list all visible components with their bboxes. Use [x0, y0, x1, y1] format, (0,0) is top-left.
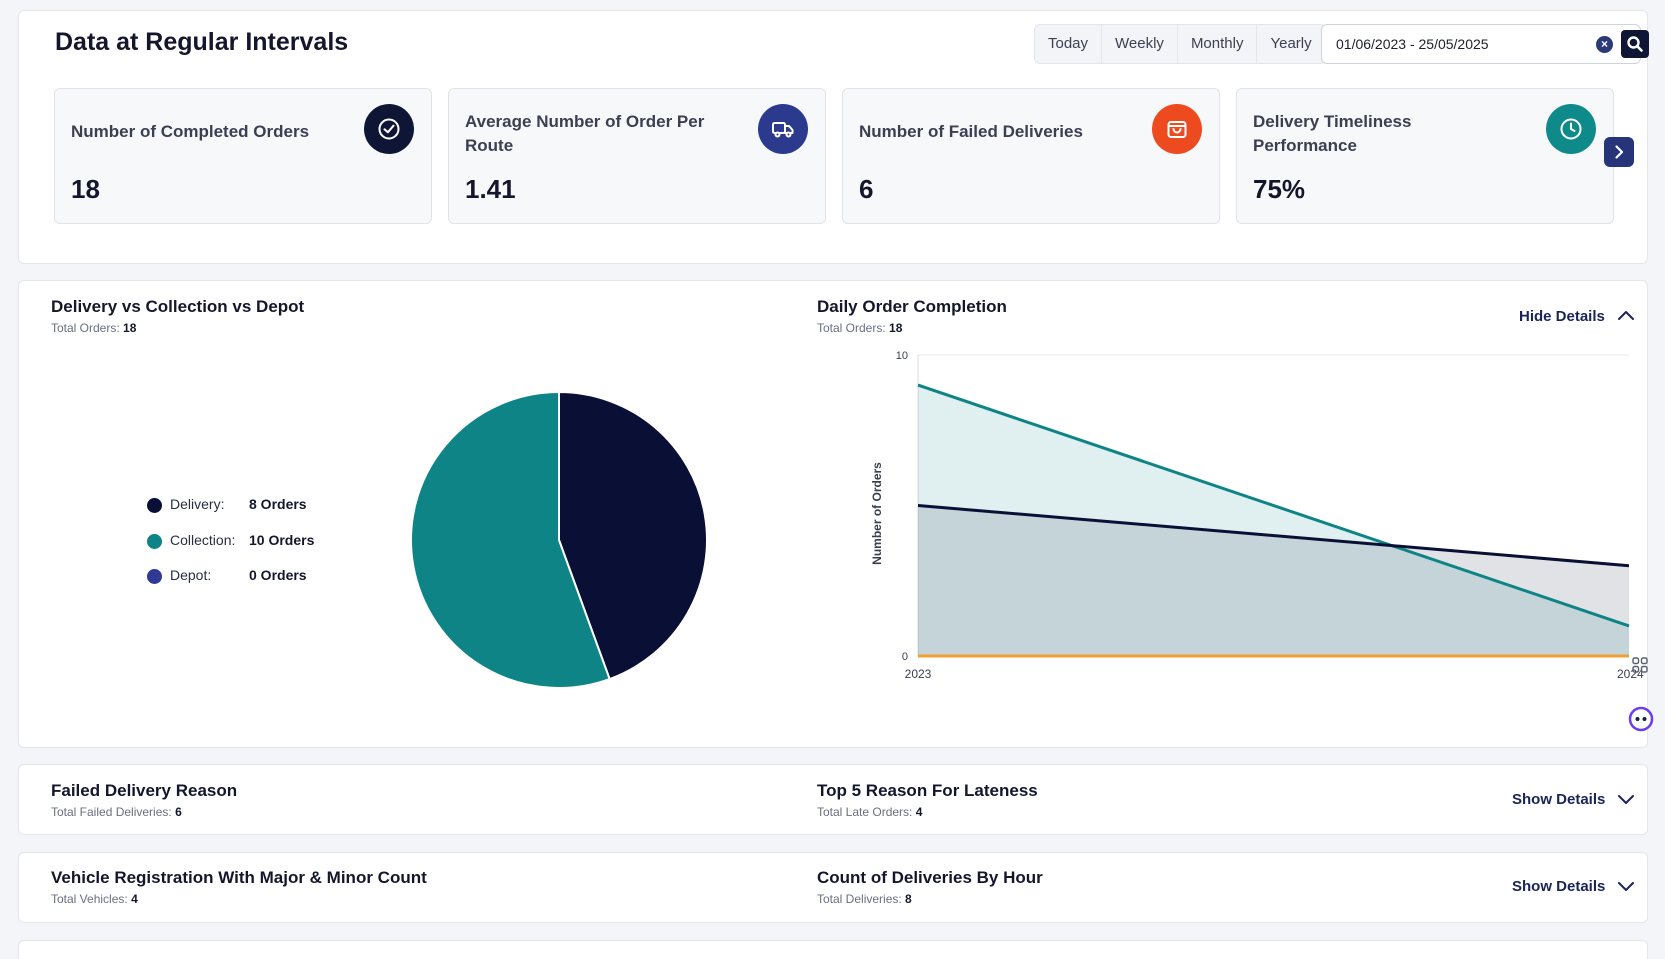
subtitle-label: Total Late Orders: [817, 805, 913, 819]
period-monthly-button[interactable]: Monthly [1178, 25, 1258, 63]
area-fill-series-2 [918, 505, 1629, 656]
period-yearly-button[interactable]: Yearly [1270, 35, 1312, 52]
subtitle-value: 4 [915, 805, 923, 819]
y-tick-label: 0 [902, 651, 908, 663]
y-axis-label: Number of Orders [870, 462, 884, 565]
show-details-button[interactable]: Show Details [1512, 791, 1634, 808]
page-title: Data at Regular Intervals [55, 28, 349, 56]
area-line-series-2[interactable] [917, 504, 1630, 568]
deliveries-by-hour-subtitle: Total Deliveries: 8 [817, 892, 912, 906]
apps-grid-icon[interactable] [1631, 656, 1649, 674]
vehicle-registration-subtitle: Total Vehicles: 4 [51, 892, 138, 906]
pie-chart-subtitle: Total Orders: 18 [51, 321, 136, 335]
kpi-value: 18 [71, 174, 100, 204]
check-circle-icon [364, 104, 414, 154]
hide-details-button[interactable]: Hide Details [1519, 308, 1634, 325]
pie-slice-delivery[interactable] [558, 390, 708, 681]
kpi-next-button[interactable] [1604, 137, 1634, 167]
charts-panel: Delivery vs Collection vs Depot Total Or… [18, 280, 1654, 748]
lateness-reason-subtitle: Total Late Orders: 4 [817, 805, 922, 819]
subtitle-value: 6 [175, 805, 182, 819]
date-range-input[interactable]: 01/06/2023 - 25/05/2025 × [1321, 24, 1649, 64]
clear-icon[interactable]: × [1596, 36, 1613, 53]
chevron-up-icon [1618, 311, 1634, 320]
toggle-label: Hide Details [1519, 308, 1605, 325]
toggle-label: Show Details [1512, 791, 1606, 808]
legend-value: 8 Orders [249, 496, 307, 512]
legend-value: 0 Orders [249, 567, 307, 583]
failed-reason-lateness-row: Failed Delivery Reason Total Failed Deli… [18, 764, 1648, 835]
period-selector: Today Weekly Monthly Yearly [1034, 24, 1326, 64]
search-button[interactable] [1621, 30, 1649, 58]
deliveries-by-hour-title: Count of Deliveries By Hour [817, 868, 1043, 887]
x-tick-label: 2023 [905, 667, 932, 681]
subtitle-value: 18 [123, 321, 137, 335]
summary-panel: Data at Regular Intervals Today Weekly M… [18, 10, 1649, 264]
kpi-title: Delivery Timeliness Performance [1253, 112, 1412, 155]
legend-dot [147, 534, 162, 549]
kpi-value: 6 [859, 174, 874, 204]
kpi-title: Number of Failed Deliveries [859, 122, 1083, 141]
shopping-bag-icon [1152, 104, 1202, 154]
truck-icon [758, 104, 808, 154]
legend-dot [147, 498, 162, 513]
area-chart-title: Daily Order Completion [817, 297, 1007, 316]
vehicle-registration-title: Vehicle Registration With Major & Minor … [51, 868, 427, 887]
subtitle-label: Total Vehicles: [51, 892, 128, 906]
kpi-title: Number of Completed Orders [71, 122, 310, 141]
subtitle-value: 4 [131, 892, 138, 906]
lateness-reason-title: Top 5 Reason For Lateness [817, 781, 1038, 800]
legend-value: 10 Orders [249, 532, 315, 548]
chevron-down-icon [1618, 795, 1634, 804]
search-icon [1627, 36, 1643, 52]
show-details-button[interactable]: Show Details [1512, 878, 1634, 895]
kpi-card-failed-deliveries: Number of Failed Deliveries 6 [842, 88, 1220, 224]
pie-chart [409, 390, 708, 689]
area-chart-subtitle: Total Orders: 18 [817, 321, 902, 335]
area-line-series-1[interactable] [917, 383, 1630, 628]
area-fill-series-1 [918, 385, 1629, 656]
toggle-label: Show Details [1512, 878, 1606, 895]
period-today-button[interactable]: Today [1035, 25, 1103, 63]
legend-label: Delivery: [170, 496, 225, 512]
subtitle-value: 18 [889, 321, 903, 335]
chevron-down-icon [1618, 882, 1634, 891]
clock-icon [1546, 104, 1596, 154]
kpi-card-delivery-timeliness: Delivery Timeliness Performance 75% [1236, 88, 1614, 224]
legend-label: Depot: [170, 567, 212, 583]
period-weekly-button[interactable]: Weekly [1102, 25, 1178, 63]
vehicle-deliveries-row: Vehicle Registration With Major & Minor … [18, 852, 1648, 923]
next-section-panel [18, 940, 1648, 959]
kpi-value: 75% [1253, 174, 1306, 204]
subtitle-label: Total Orders: [51, 321, 120, 335]
failed-delivery-reason-title: Failed Delivery Reason [51, 781, 238, 800]
kpi-value: 1.41 [465, 174, 516, 204]
pie-slice-collection[interactable] [409, 390, 611, 689]
chat-assistant-icon[interactable] [1627, 705, 1655, 733]
failed-delivery-reason-subtitle: Total Failed Deliveries: 6 [51, 805, 182, 819]
subtitle-label: Total Failed Deliveries: [51, 805, 172, 819]
chevron-right-icon [1615, 145, 1624, 159]
kpi-card-average-orders-per-route: Average Number of Order Per Route 1.41 [448, 88, 826, 224]
date-range-value: 01/06/2023 - 25/05/2025 [1336, 36, 1489, 52]
kpi-card-completed-orders: Number of Completed Orders 18 [54, 88, 432, 224]
y-tick-label: 10 [896, 350, 908, 362]
area-chart: 0 10 2023 2024 Number of Orders [870, 350, 1644, 681]
legend-label: Collection: [170, 532, 236, 548]
subtitle-label: Total Orders: [817, 321, 886, 335]
subtitle-value: 8 [905, 892, 912, 906]
kpi-title: Average Number of Order Per Route [465, 112, 705, 155]
subtitle-label: Total Deliveries: [817, 892, 902, 906]
x-tick-label: 2024 [1617, 667, 1644, 681]
legend-dot [147, 569, 162, 584]
pie-chart-title: Delivery vs Collection vs Depot [51, 297, 305, 316]
